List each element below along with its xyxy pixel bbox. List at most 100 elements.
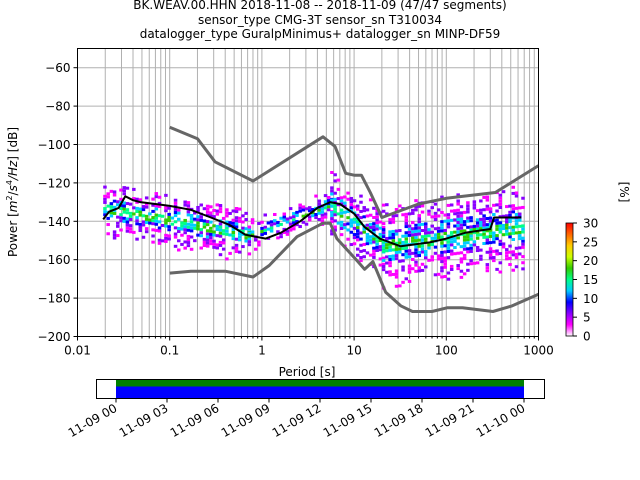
pdf-cell bbox=[186, 222, 191, 226]
pdf-cell bbox=[485, 229, 490, 233]
pdf-cell bbox=[132, 197, 136, 201]
pdf-cell bbox=[125, 202, 130, 206]
pdf-cell bbox=[479, 208, 483, 212]
pdf-cell bbox=[362, 249, 366, 253]
pdf-cell bbox=[199, 234, 203, 238]
timeline-data-bar bbox=[116, 386, 524, 399]
pdf-cell bbox=[423, 237, 428, 241]
pdf-cell bbox=[212, 224, 216, 228]
pdf-cell bbox=[430, 243, 434, 247]
pdf-cell bbox=[231, 246, 236, 250]
pdf-cell bbox=[173, 201, 178, 205]
y-tick-label: −160 bbox=[38, 253, 71, 267]
pdf-cell bbox=[186, 210, 191, 214]
pdf-cell bbox=[475, 233, 480, 237]
pdf-cell bbox=[225, 223, 229, 227]
pdf-cell bbox=[381, 225, 386, 229]
pdf-cell bbox=[388, 245, 392, 249]
pdf-cell bbox=[485, 250, 490, 254]
pdf-cell bbox=[225, 220, 229, 224]
pdf-cell bbox=[269, 220, 274, 224]
pdf-cell bbox=[407, 224, 412, 228]
pdf-cell bbox=[459, 217, 464, 221]
pdf-cell bbox=[244, 227, 248, 231]
pdf-cell bbox=[420, 262, 425, 266]
pdf-cell bbox=[234, 243, 239, 247]
pdf-cell bbox=[333, 179, 337, 183]
pdf-cell bbox=[511, 237, 516, 241]
pdf-cell bbox=[372, 240, 376, 244]
pdf-cell bbox=[183, 228, 187, 232]
pdf-cell bbox=[388, 218, 392, 222]
pdf-cell bbox=[164, 193, 168, 197]
pdf-cell bbox=[362, 242, 366, 246]
pdf-cell bbox=[177, 239, 181, 243]
pdf-cell bbox=[339, 208, 344, 212]
pdf-cell bbox=[225, 211, 229, 215]
pdf-cell bbox=[144, 214, 149, 218]
pdf-cell bbox=[349, 203, 354, 207]
y-axis-label: Power [m2/s4/Hz] [dB] bbox=[5, 127, 20, 257]
pdf-cell bbox=[365, 236, 370, 240]
pdf-cell bbox=[183, 200, 187, 204]
pdf-cell bbox=[436, 272, 441, 276]
pdf-cell bbox=[482, 223, 486, 227]
pdf-cell bbox=[462, 235, 467, 239]
pdf-cell bbox=[482, 220, 486, 224]
pdf-cell bbox=[391, 233, 396, 237]
pdf-cell bbox=[352, 199, 357, 203]
pdf-cell bbox=[128, 230, 133, 234]
pdf-cell bbox=[414, 205, 418, 209]
pdf-cell bbox=[157, 220, 162, 224]
pdf-cell bbox=[404, 249, 409, 253]
pdf-cell bbox=[314, 194, 318, 198]
pdf-cell bbox=[485, 198, 490, 202]
pdf-cell bbox=[349, 200, 354, 204]
pdf-cell bbox=[511, 253, 516, 257]
pdf-cell bbox=[234, 222, 239, 226]
pdf-cell bbox=[475, 261, 480, 265]
pdf-cell bbox=[391, 217, 396, 221]
pdf-cell bbox=[314, 212, 318, 216]
pdf-cell bbox=[199, 231, 203, 235]
pdf-cell bbox=[417, 220, 422, 224]
pdf-cell bbox=[514, 246, 519, 250]
pdf-cell bbox=[202, 225, 207, 229]
pdf-cell bbox=[466, 210, 470, 214]
pdf-cell bbox=[263, 231, 267, 235]
pdf-cell bbox=[518, 246, 522, 250]
pdf-cell bbox=[469, 243, 473, 247]
pdf-cell bbox=[151, 234, 155, 238]
pdf-cell bbox=[183, 218, 187, 222]
pdf-cell bbox=[449, 264, 454, 268]
pdf-cell bbox=[122, 189, 126, 193]
pdf-cell bbox=[225, 214, 229, 218]
pdf-cell bbox=[164, 236, 168, 240]
pdf-cell bbox=[414, 199, 418, 203]
pdf-cell bbox=[482, 217, 486, 221]
pdf-cell bbox=[508, 210, 512, 214]
pdf-cell bbox=[472, 231, 477, 235]
pdf-cell bbox=[215, 203, 220, 207]
pdf-cell bbox=[212, 233, 216, 237]
pdf-cell bbox=[237, 250, 242, 254]
pdf-cell bbox=[521, 239, 525, 243]
pdf-cell bbox=[472, 200, 477, 204]
pdf-cell bbox=[430, 215, 434, 219]
pdf-cell bbox=[356, 204, 360, 208]
pdf-cell bbox=[212, 245, 216, 249]
pdf-cell bbox=[221, 216, 226, 220]
pdf-cell bbox=[391, 220, 396, 224]
pdf-cell bbox=[196, 227, 200, 231]
pdf-cell bbox=[521, 245, 525, 249]
colorbar-tick-label: 0 bbox=[583, 330, 591, 344]
pdf-cell bbox=[433, 233, 438, 237]
pdf-cell bbox=[122, 207, 126, 211]
pdf-cell bbox=[440, 244, 444, 248]
pdf-cell bbox=[433, 214, 438, 218]
pdf-cell bbox=[505, 254, 509, 258]
pdf-cell bbox=[167, 212, 171, 216]
pdf-cell bbox=[170, 216, 175, 220]
pdf-cell bbox=[189, 226, 194, 230]
